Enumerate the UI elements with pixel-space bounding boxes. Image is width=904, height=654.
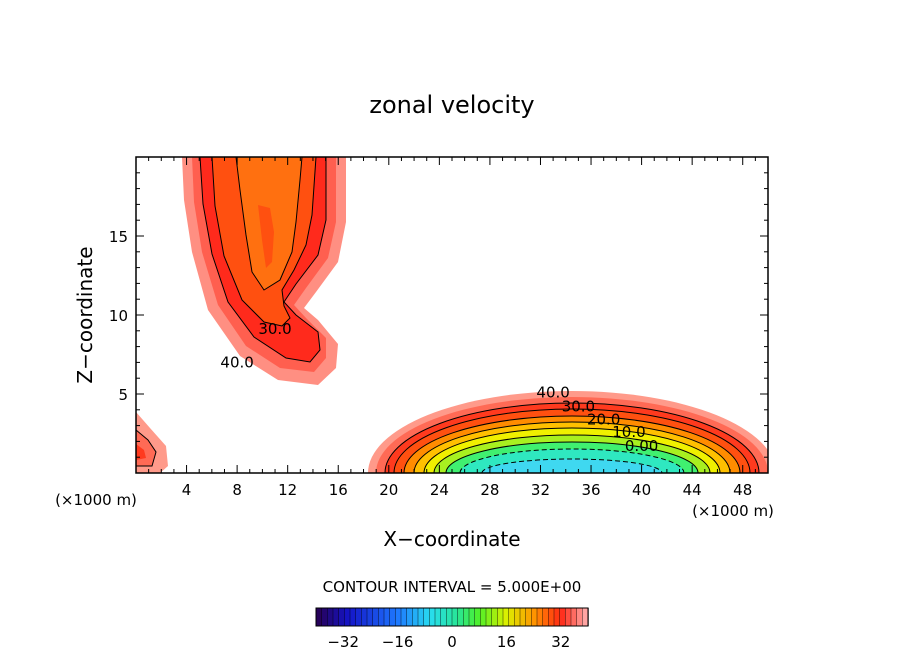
x-tick-label: 12: [278, 481, 297, 499]
colorbar-cell: [327, 607, 334, 627]
colorbar-cell: [570, 607, 578, 627]
x-tick-label: 28: [480, 481, 499, 499]
colorbar-cell: [457, 607, 465, 627]
contour-label: 0.00: [625, 437, 658, 455]
colorbar-cell: [406, 607, 414, 627]
contour-field: [136, 157, 768, 473]
colorbar-cell: [321, 607, 329, 627]
colorbar-cell: [542, 607, 550, 627]
x-tick-label: 44: [683, 481, 702, 499]
contour-label: 30.0: [258, 320, 291, 338]
colorbar: [315, 607, 589, 627]
colorbar-tick-label: 0: [447, 633, 457, 651]
colorbar-cell: [400, 607, 408, 627]
colorbar-tick-label: −16: [382, 633, 414, 651]
contour-band: [136, 444, 146, 460]
colorbar-cell: [536, 607, 544, 627]
colorbar-cell: [463, 607, 470, 627]
colorbar-cell: [395, 607, 402, 627]
colorbar-cell: [434, 607, 442, 627]
colorbar-cell: [502, 607, 510, 627]
colorbar-cell: [372, 607, 380, 627]
y-axis-label: Z−coordinate: [73, 246, 97, 383]
contour-band: [481, 458, 663, 473]
x-tick-label: 4: [182, 481, 192, 499]
colorbar-cell: [553, 607, 561, 627]
colorbar-tick-label: 32: [551, 633, 570, 651]
colorbar-cell: [474, 607, 482, 627]
colorbar-cell: [480, 607, 487, 627]
y-tick-label: 15: [109, 228, 128, 246]
contour-label: 40.0: [536, 383, 569, 401]
x-unit-right: (×1000 m): [692, 502, 774, 520]
colorbar-cell: [412, 607, 419, 627]
colorbar-cell: [366, 607, 374, 627]
x-tick-label: 16: [329, 481, 348, 499]
contour-label: 40.0: [220, 353, 253, 371]
colorbar-cell: [559, 607, 567, 627]
x-tick-label: 20: [379, 481, 398, 499]
colorbar-cell: [525, 607, 533, 627]
colorbar-cell: [315, 607, 323, 627]
colorbar-cell: [531, 607, 538, 627]
colorbar-cell: [378, 607, 385, 627]
colorbar-cell: [576, 607, 584, 627]
contour-label: 30.0: [562, 398, 595, 416]
colorbar-cell: [497, 607, 504, 627]
colorbar-cell: [355, 607, 363, 627]
contour-label: 10.0: [612, 423, 645, 441]
colorbar-cell: [361, 607, 368, 627]
colorbar-tick-label: −32: [327, 633, 359, 651]
colorbar-cell: [514, 607, 521, 627]
colorbar-tick-label: 16: [497, 633, 516, 651]
x-tick-label: 8: [232, 481, 242, 499]
colorbar-cell: [508, 607, 516, 627]
colorbar-cell: [565, 607, 572, 627]
contour-interval-text: CONTOUR INTERVAL = 5.000E+00: [323, 578, 582, 596]
contour-labels: 30.040.040.030.020.010.00.00: [220, 320, 658, 455]
colorbar-cell: [417, 607, 425, 627]
colorbar-cell: [423, 607, 431, 627]
x-unit-left: (×1000 m): [55, 491, 137, 509]
colorbar-cell: [383, 607, 391, 627]
y-tick-label: 10: [109, 307, 128, 325]
x-tick-label: 36: [581, 481, 600, 499]
colorbar-cell: [491, 607, 499, 627]
colorbar-cell: [485, 607, 493, 627]
colorbar-cell: [344, 607, 351, 627]
colorbar-cell: [468, 607, 476, 627]
colorbar-cell: [548, 607, 555, 627]
x-tick-label: 48: [733, 481, 752, 499]
colorbar-cell: [446, 607, 453, 627]
colorbar-cell: [451, 607, 459, 627]
contour-label: 20.0: [587, 410, 620, 428]
chart-title: zonal velocity: [369, 91, 534, 119]
y-tick-label: 5: [118, 386, 128, 404]
colorbar-labels: −32 −16 0 16 32: [327, 633, 570, 651]
colorbar-cell: [389, 607, 397, 627]
x-tick-label: 32: [531, 481, 550, 499]
colorbar-cell: [429, 607, 436, 627]
colorbar-cell: [519, 607, 527, 627]
colorbar-cell: [338, 607, 346, 627]
x-tick-label: 24: [430, 481, 449, 499]
colorbar-cell: [349, 607, 357, 627]
colorbar-frame: [315, 607, 589, 627]
x-axis-label: X−coordinate: [383, 527, 520, 551]
x-tick-label: 40: [632, 481, 651, 499]
colorbar-cell: [332, 607, 340, 627]
colorbar-cell: [440, 607, 448, 627]
contour-band: [258, 205, 274, 268]
